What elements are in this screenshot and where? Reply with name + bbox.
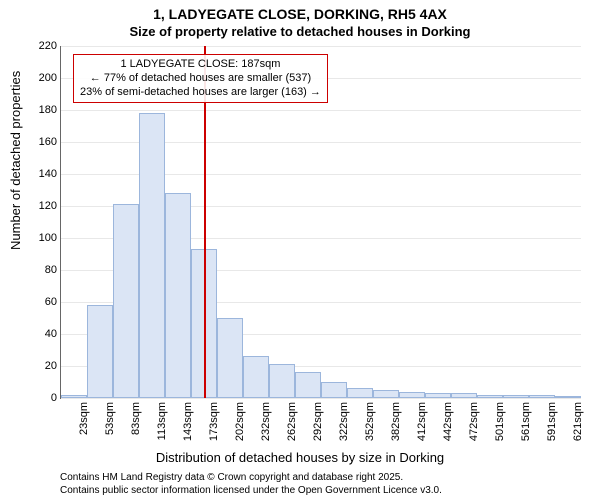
x-axis-label: Distribution of detached houses by size … [0,450,600,465]
bar [373,390,399,398]
bar [347,388,373,398]
x-tick-label: 53sqm [104,402,116,435]
y-tick-label: 40 [45,328,57,340]
callout-box: 1 LADYEGATE CLOSE: 187sqm← 77% of detach… [73,54,328,103]
y-tick-label: 20 [45,360,57,372]
y-tick-label: 180 [39,104,57,116]
x-tick-label: 472sqm [468,402,480,441]
attribution-text: Contains HM Land Registry data © Crown c… [60,472,442,497]
bar [165,193,191,398]
bar [477,395,503,398]
x-tick-label: 83sqm [130,402,142,435]
gridline [61,110,581,111]
bar [399,392,425,398]
y-axis-label: Number of detached properties [8,71,23,250]
bar [139,113,165,398]
y-tick-label: 60 [45,296,57,308]
bar [503,395,529,398]
x-tick-label: 621sqm [572,402,584,441]
bar [321,382,347,398]
bar [425,393,451,398]
bar [295,372,321,398]
plot-area: 02040608010012014016018020022023sqm53sqm… [60,46,581,399]
bar [217,318,243,398]
y-tick-label: 120 [39,200,57,212]
chart-title: 1, LADYEGATE CLOSE, DORKING, RH5 4AX [0,6,600,22]
x-tick-label: 352sqm [364,402,376,441]
attribution-line-1: Contains HM Land Registry data © Crown c… [60,472,442,485]
x-tick-label: 173sqm [208,402,220,441]
bar [555,396,581,398]
x-tick-label: 561sqm [520,402,532,441]
y-tick-label: 100 [39,232,57,244]
x-tick-label: 202sqm [234,402,246,441]
x-tick-label: 113sqm [156,402,168,440]
bar [113,204,139,398]
gridline [61,398,581,399]
bar [451,393,477,398]
x-tick-label: 412sqm [416,402,428,441]
bar [87,305,113,398]
bar [243,356,269,398]
y-tick-label: 160 [39,136,57,148]
gridline [61,46,581,47]
x-tick-label: 501sqm [494,402,506,441]
y-tick-label: 140 [39,168,57,180]
callout-line: 1 LADYEGATE CLOSE: 187sqm [80,58,321,72]
y-tick-label: 0 [51,392,57,404]
x-tick-label: 442sqm [442,402,454,441]
x-tick-label: 292sqm [312,402,324,441]
x-tick-label: 262sqm [286,402,298,441]
x-tick-label: 232sqm [260,402,272,441]
bar [61,395,87,398]
y-tick-label: 220 [39,40,57,52]
callout-line: ← 77% of detached houses are smaller (53… [80,72,321,86]
x-tick-label: 23sqm [78,402,90,435]
bar [269,364,295,398]
x-tick-label: 591sqm [546,402,558,441]
y-tick-label: 200 [39,72,57,84]
callout-line: 23% of semi-detached houses are larger (… [80,86,321,100]
bar [529,395,555,398]
x-tick-label: 322sqm [338,402,350,441]
x-tick-label: 143sqm [182,402,194,441]
x-tick-label: 382sqm [390,402,402,441]
chart-subtitle: Size of property relative to detached ho… [0,24,600,39]
y-tick-label: 80 [45,264,57,276]
attribution-line-2: Contains public sector information licen… [60,485,442,498]
